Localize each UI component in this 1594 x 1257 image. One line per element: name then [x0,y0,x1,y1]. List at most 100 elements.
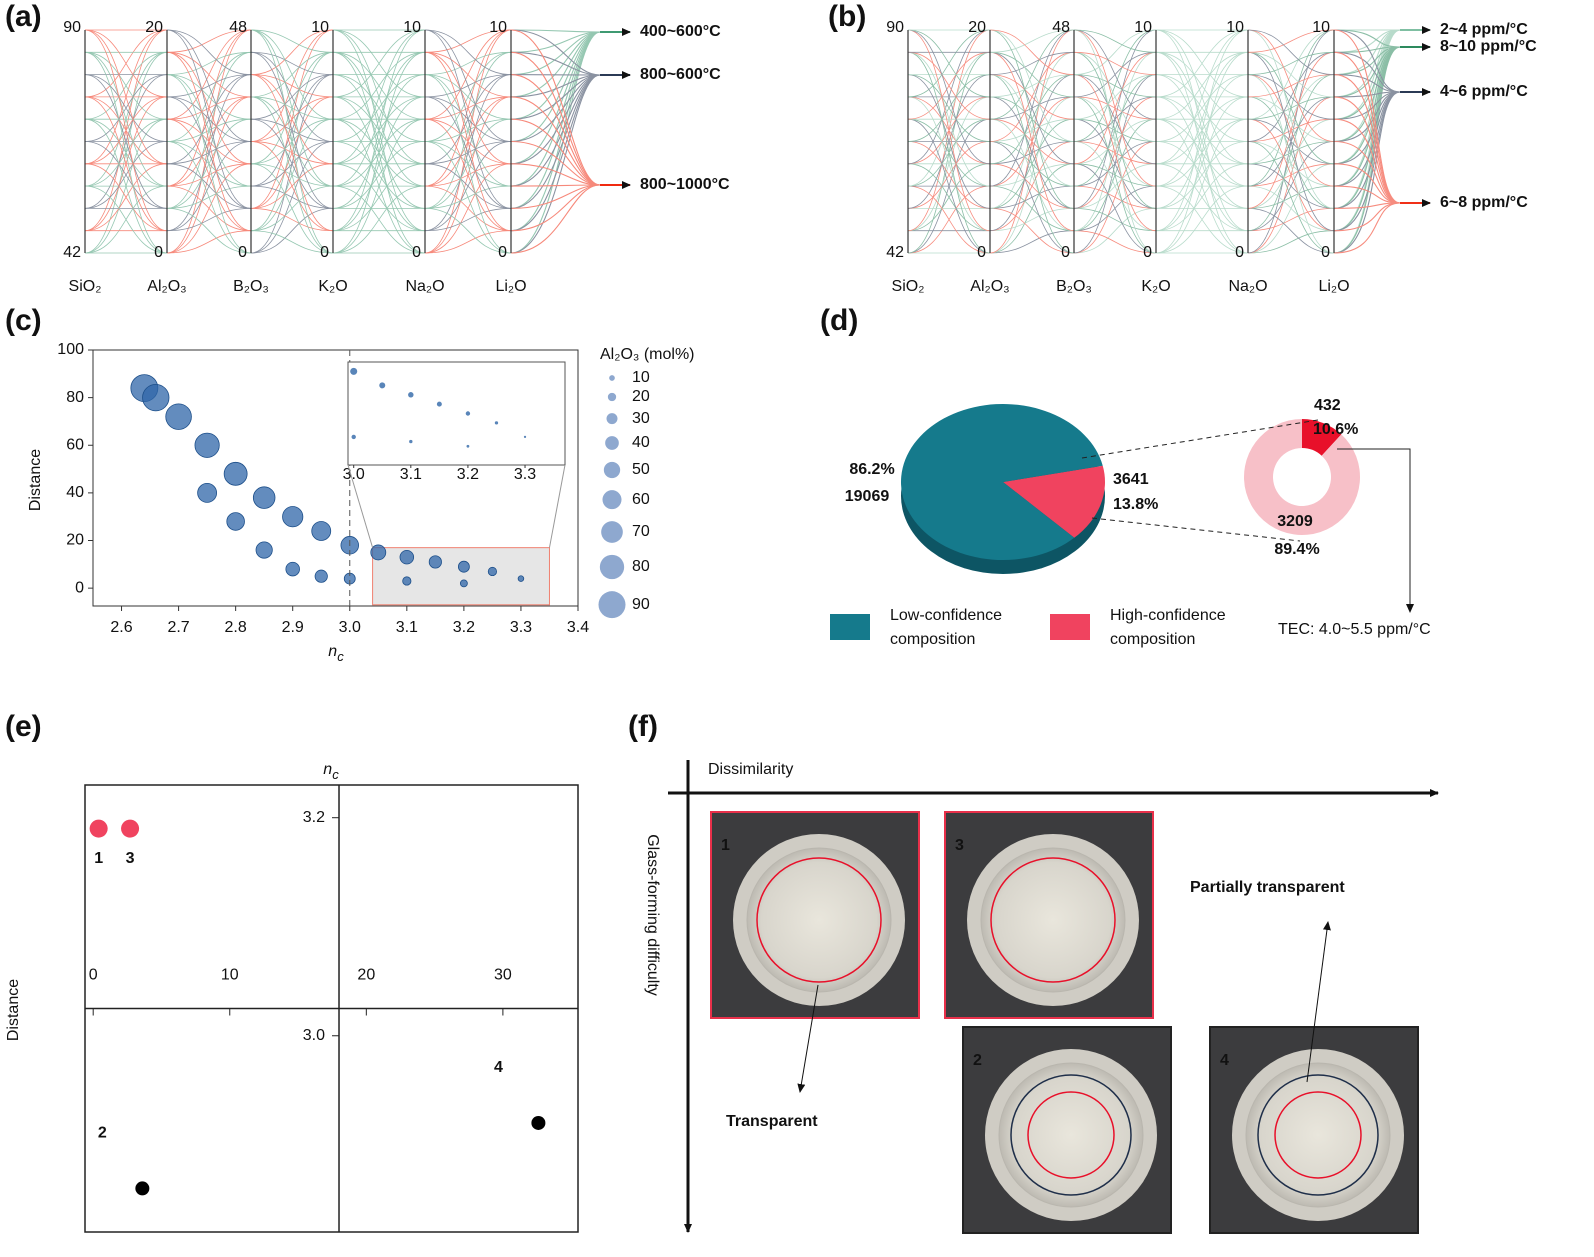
size-legend-label: 60 [632,491,650,508]
texture-line [510,184,601,254]
texture-line [250,208,334,254]
texture-line [1155,51,1249,187]
texture-line [332,74,426,209]
size-legend-label: 80 [632,558,650,575]
bubble [428,555,442,569]
axis-max: 10 [1226,19,1244,36]
legend-label: 6~8 ppm/°C [1440,194,1528,211]
legend-label: 2~4 ppm/°C [1440,21,1528,38]
texture-line [989,29,1075,142]
outline-outer [1010,1074,1132,1196]
outline-inner [756,857,882,983]
axis-name: Na₂O [405,278,444,295]
x-axis-label-sub: c [332,767,339,782]
bubble [142,383,170,412]
inset-tick-label: 3.0 [343,466,365,483]
texture-line [332,29,426,165]
pie-value: 3641 [1113,471,1149,488]
texture-line [1333,29,1401,204]
texture-line [166,96,252,209]
texture-line [510,31,601,165]
size-legend-bubble [609,375,615,381]
texture-line [1073,74,1157,98]
point-label: 1 [94,850,103,867]
texture-line [1155,51,1249,254]
x-tick-label: 10 [221,967,239,984]
texture-line [1333,46,1401,53]
axis-name: SiO₂ [892,278,925,295]
x-tick-label: 3.2 [453,619,475,636]
inset-bubble [409,439,413,444]
texture-line [166,208,252,254]
texture-line [166,51,252,98]
texture-line [907,74,991,142]
bubble [311,521,332,541]
texture-line [1073,163,1157,254]
x-axis-label-base: n [323,761,332,778]
texture-line [1073,51,1157,142]
texture-line [424,29,512,142]
texture-line [510,74,601,98]
bubble [459,579,468,588]
texture-line [1247,208,1335,254]
x-tick-label: 0 [89,967,98,984]
texture-line [1155,74,1249,142]
texture-line [332,29,426,98]
texture-line [1073,29,1157,53]
texture-line [1333,74,1401,93]
point [121,819,140,838]
texture-line [989,74,1075,187]
legend-label: 8~10 ppm/°C [1440,38,1537,55]
axis-min: 0 [238,244,247,261]
inset-bubble [379,382,386,389]
texture-line [989,51,1075,98]
texture-line [166,208,252,232]
axis-name: K₂O [1141,278,1170,295]
pie-percent: 13.8% [1113,496,1158,513]
texture-line [989,208,1075,254]
texture-line [84,29,168,98]
texture-line [166,185,252,232]
texture-line [1247,29,1335,142]
texture-line [1333,202,1401,254]
x-axis-label-base: n [328,643,337,660]
texture-line [1247,185,1335,232]
x-tick-label: 20 [357,967,375,984]
y-axis-title: Glass-forming difficulty [644,834,661,996]
outline-inner [990,857,1116,983]
texture-line [907,51,991,120]
x-axis-title: Dissimilarity [708,761,793,778]
axis-max: 48 [1052,19,1070,36]
texture-line [510,140,601,186]
texture-line [424,74,512,187]
texture-line [250,29,334,254]
texture-line [332,141,426,209]
texture-line [510,31,601,143]
texture-line [84,141,168,209]
texture-line [84,51,168,187]
pie-slice [901,404,1103,560]
texture-line [332,185,426,254]
texture-line [424,74,512,120]
texture-line [166,74,252,254]
axis-min: 0 [977,244,986,261]
texture-line [424,185,512,232]
texture-line [1333,29,1401,76]
bubble [517,575,525,582]
axis-name: B₂O₃ [1056,278,1092,295]
size-legend-title: Al₂O₃ (mol%) [600,346,695,363]
texture-line [1073,74,1157,165]
texture-line [907,51,991,187]
axis-max: 20 [968,19,986,36]
inset-tick-label: 3.2 [457,466,479,483]
size-legend-bubble [603,461,621,479]
texture-line [989,185,1075,232]
texture-line [907,51,991,254]
texture-line [907,163,991,232]
axis-min: 42 [886,244,904,261]
panel-label: (f) [628,710,658,743]
size-legend-bubble [602,490,622,510]
texture-line [989,74,1075,254]
size-legend-label: 90 [632,596,650,613]
texture-line [250,185,334,209]
